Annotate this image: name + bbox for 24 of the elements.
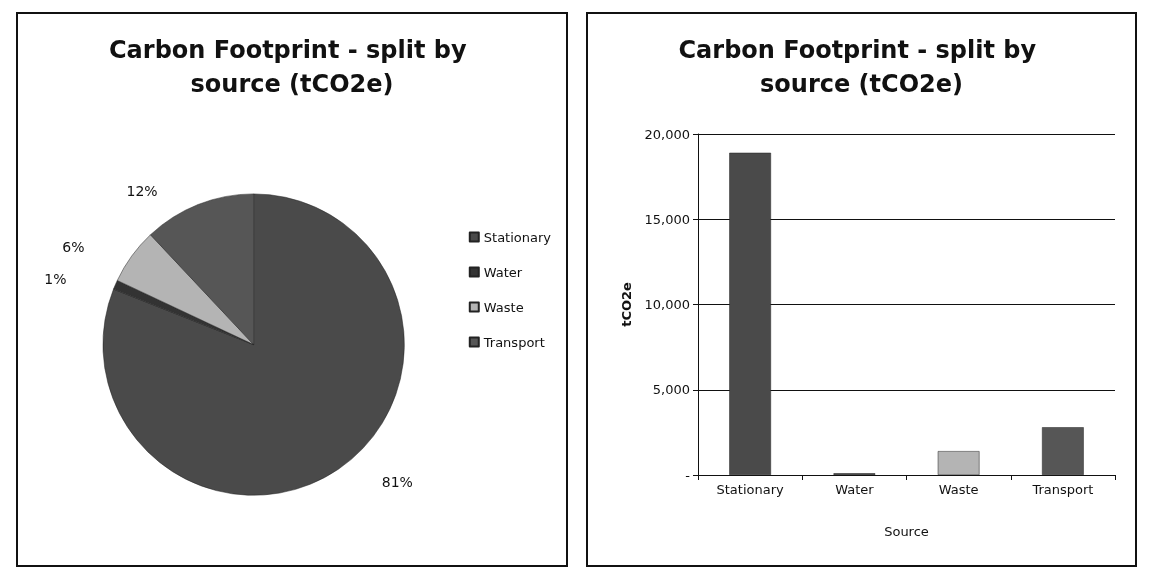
data-label: 1% [44, 270, 67, 287]
legend-label: Transport [482, 334, 545, 350]
x-axis-title: Source [884, 524, 929, 539]
bar [937, 451, 980, 475]
y-axis-title: tCO2e [619, 281, 634, 327]
legend-label: Water [483, 264, 523, 280]
x-tick-label: Water [835, 482, 875, 497]
legend-label: Stationary [483, 229, 552, 245]
x-tick-label: Stationary [716, 482, 785, 497]
y-tick-label: 5,000 [652, 382, 690, 398]
x-tick-label: Transport [1031, 482, 1094, 497]
bar [729, 152, 771, 475]
data-label: 12% [126, 182, 158, 199]
bar [1042, 427, 1084, 475]
data-label: 6% [62, 239, 85, 256]
legend-label: Waste [483, 299, 524, 315]
y-tick-label: 15,000 [644, 211, 690, 227]
chart-title: Carbon Footprint - split by source (tCO2e) [678, 36, 1045, 98]
chart-title: Carbon Footprint - split by source (tCO2e) [108, 36, 476, 98]
y-tick-label: - [685, 467, 691, 483]
y-tick-label: 10,000 [644, 297, 690, 312]
x-tick-label: Waste [938, 482, 979, 497]
data-label: 81% [381, 473, 413, 490]
y-tick-label: 20,000 [644, 126, 690, 142]
